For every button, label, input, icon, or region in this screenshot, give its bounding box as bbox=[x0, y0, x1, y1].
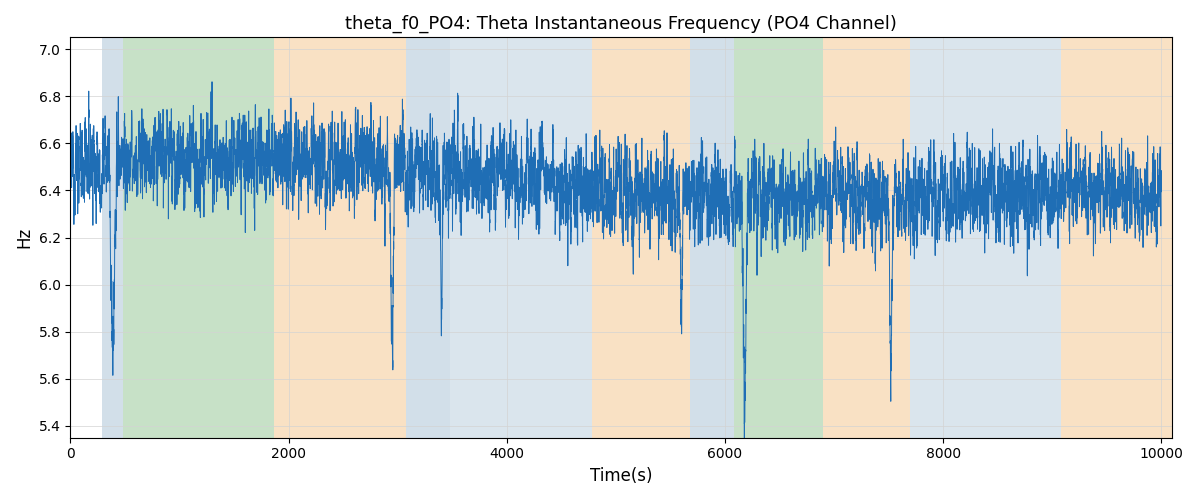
Title: theta_f0_PO4: Theta Instantaneous Frequency (PO4 Channel): theta_f0_PO4: Theta Instantaneous Freque… bbox=[346, 15, 898, 34]
Bar bbox=[407, 38, 450, 438]
Bar bbox=[1061, 38, 1172, 438]
Y-axis label: Hz: Hz bbox=[14, 227, 32, 248]
Bar bbox=[592, 38, 690, 438]
Bar bbox=[275, 38, 407, 438]
Bar bbox=[823, 38, 911, 438]
Bar bbox=[690, 38, 733, 438]
Bar bbox=[122, 38, 275, 438]
Bar bbox=[733, 38, 823, 438]
X-axis label: Time(s): Time(s) bbox=[590, 467, 653, 485]
Bar bbox=[911, 38, 1061, 438]
Bar bbox=[450, 38, 592, 438]
Bar bbox=[102, 38, 122, 438]
